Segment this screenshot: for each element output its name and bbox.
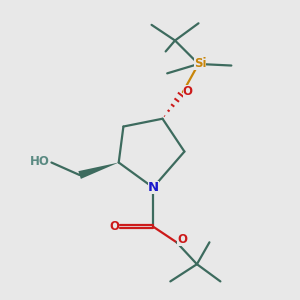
Text: N: N xyxy=(148,181,159,194)
Text: O: O xyxy=(182,85,193,98)
Polygon shape xyxy=(78,163,119,179)
Text: Si: Si xyxy=(194,57,206,70)
Text: HO: HO xyxy=(30,155,50,168)
Text: O: O xyxy=(177,233,187,246)
Text: O: O xyxy=(109,220,119,233)
